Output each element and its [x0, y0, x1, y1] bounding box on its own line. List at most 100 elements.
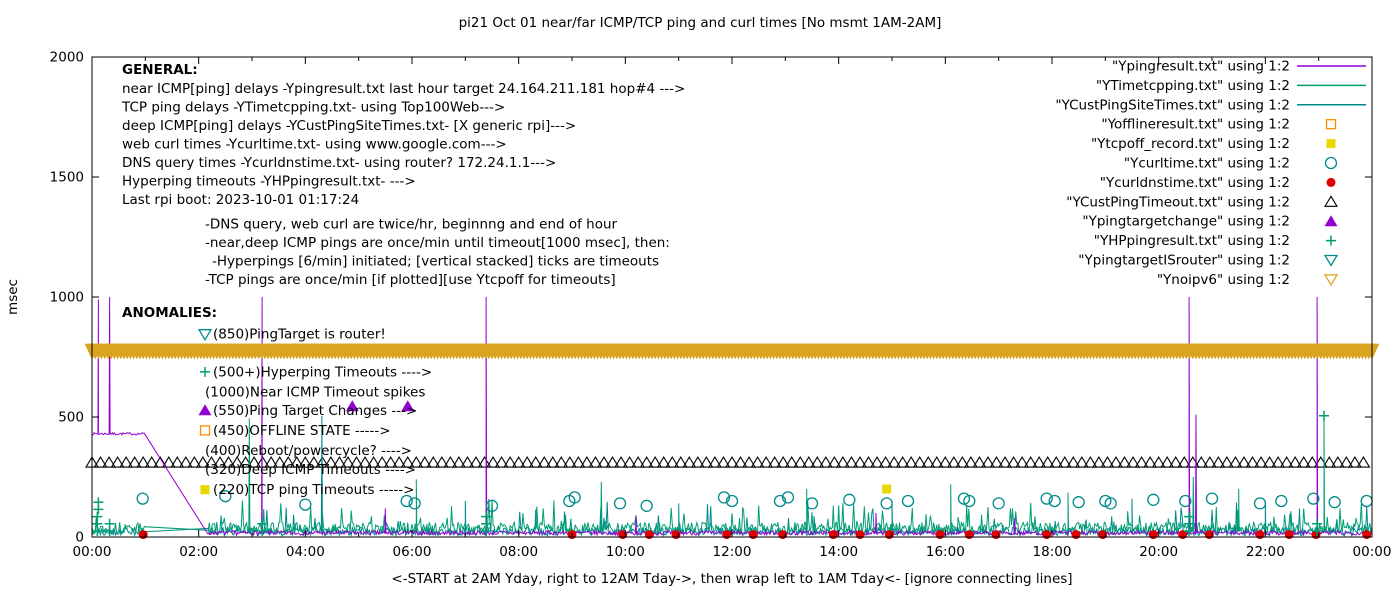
tri-up-open-icon	[409, 456, 424, 468]
tri-up-open-icon	[170, 456, 185, 468]
tri-up-open-icon	[127, 456, 142, 468]
circle-open-icon	[1360, 494, 1373, 508]
tri-up-open-icon	[690, 456, 705, 468]
y-tick-label: 2000	[50, 50, 84, 66]
tri-up-open-icon	[605, 456, 620, 468]
tri-up-open-icon	[1049, 456, 1064, 468]
tri-up-open-icon	[358, 456, 373, 468]
tri-up-open-icon	[119, 456, 134, 468]
general-line: DNS query times -Ycurldnstime.txt- using…	[122, 155, 556, 171]
circle-open-icon	[613, 497, 627, 510]
general-line: deep ICMP[ping] delays -YCustPingSiteTim…	[122, 118, 576, 134]
tri-up-open-icon	[323, 456, 338, 468]
annotation-general: GENERAL: near ICMP[ping] delays -Ypingres…	[121, 62, 685, 288]
tri-up-open-icon	[1066, 456, 1081, 468]
y-tick-label: 500	[58, 410, 84, 426]
general-line: -TCP pings are once/min [if plotted][use…	[205, 272, 616, 288]
circle-open-icon	[1179, 494, 1192, 508]
anomaly-line: (850)PingTarget is router!	[213, 327, 386, 343]
tri-up-open-icon	[835, 456, 850, 468]
circle-filled-icon	[855, 530, 865, 540]
tri-up-open-icon	[870, 456, 885, 468]
tri-up-open-icon	[1015, 456, 1030, 468]
legend: "Ypingresult.txt" using 1:2 "YTimetcpping…	[1055, 59, 1366, 288]
legend-label: "Yofflineresult.txt" using 1:2	[1101, 117, 1290, 133]
tri-up-open-icon	[921, 456, 936, 468]
circle-open-icon	[1040, 492, 1053, 505]
tri-up-open-icon	[793, 456, 808, 468]
square-open-icon	[1325, 119, 1337, 130]
series-ypingtargetchange	[345, 400, 415, 412]
tri-up-open-icon	[1237, 456, 1251, 468]
tri-up-open-icon	[528, 456, 543, 468]
tri-up-open-icon	[136, 456, 151, 468]
tri-up-filled-icon	[198, 404, 212, 416]
tri-up-open-icon	[349, 456, 364, 468]
tri-up-open-icon	[238, 456, 253, 468]
anomaly-line: (500+)Hyperping Timeouts ---->	[213, 364, 432, 380]
legend-label: "Ypingtargetchange" using 1:2	[1082, 214, 1290, 230]
tri-up-open-icon	[1219, 456, 1234, 468]
tri-up-open-icon	[963, 456, 978, 468]
circle-open-icon	[1147, 493, 1160, 506]
tri-up-open-icon	[1151, 456, 1166, 468]
circle-open-icon	[805, 497, 819, 510]
circle-filled-icon	[935, 530, 945, 540]
tri-up-open-icon	[332, 456, 347, 468]
tri-up-open-icon	[562, 456, 577, 468]
circle-filled-icon	[644, 530, 654, 540]
plus-icon	[257, 518, 268, 529]
x-tick-label: 00:00	[1353, 544, 1392, 560]
tri-up-open-icon	[1168, 456, 1183, 468]
anomaly-line: (400)Reboot/powercycle? ---->	[205, 443, 412, 459]
tri-up-open-icon	[221, 456, 236, 468]
square-filled-icon	[200, 485, 210, 495]
x-tick-label: 16:00	[926, 544, 965, 560]
tri-up-open-icon	[929, 456, 944, 468]
plus-icon	[200, 366, 210, 377]
tri-up-open-icon	[1160, 456, 1175, 468]
x-tick-label: 08:00	[499, 544, 538, 560]
circle-open-icon	[963, 494, 976, 508]
legend-item: "Ycurltime.txt" using 1:2	[1124, 156, 1338, 172]
legend-label: "YCustPingTimeout.txt" using 1:2	[1066, 194, 1290, 210]
tri-up-open-icon	[579, 456, 594, 468]
square-filled-icon	[1326, 139, 1336, 149]
tri-up-open-icon	[955, 456, 970, 468]
tri-up-open-icon	[1262, 456, 1277, 468]
tri-up-open-icon	[989, 456, 1004, 468]
legend-item: "Ypingtargetchange" using 1:2	[1082, 214, 1338, 230]
tri-up-open-icon	[895, 456, 910, 468]
x-tick-label: 04:00	[286, 544, 325, 560]
tri-up-open-icon	[289, 456, 304, 468]
legend-item: "YHPpingresult.txt" using 1:2	[1094, 233, 1336, 249]
tri-up-open-icon	[639, 456, 654, 468]
tri-up-open-icon	[366, 456, 381, 468]
legend-item: "YCustPingSiteTimes.txt" using 1:2	[1055, 97, 1366, 113]
circle-open-icon	[1307, 492, 1320, 505]
circle-filled-icon	[1284, 530, 1294, 540]
legend-item: "Ynoipv6" using 1:2	[1157, 272, 1339, 288]
legend-label: "YTimetcpping.txt" using 1:2	[1096, 78, 1290, 94]
tri-up-open-icon	[503, 456, 518, 468]
circle-open-icon	[136, 492, 149, 505]
y-axis-label: msec	[5, 279, 21, 315]
tri-up-open-icon	[622, 456, 637, 468]
tri-up-open-icon	[110, 456, 125, 468]
circle-filled-icon	[828, 530, 838, 540]
tri-up-open-icon	[1245, 456, 1260, 468]
square-filled-icon	[882, 484, 892, 494]
plus-icon	[481, 511, 492, 522]
legend-label: "Ycurldnstime.txt" using 1:2	[1100, 175, 1290, 191]
tri-down-open-icon	[1323, 254, 1339, 267]
tri-up-open-icon	[853, 456, 867, 468]
tri-up-open-icon	[707, 456, 722, 468]
tri-up-open-icon	[614, 456, 629, 468]
circle-open-icon	[1324, 156, 1338, 170]
tri-up-open-icon	[477, 456, 492, 468]
general-line: Last rpi boot: 2023-10-01 01:17:24	[122, 192, 359, 208]
tri-up-open-icon	[187, 456, 202, 468]
circle-open-icon	[773, 494, 787, 508]
tri-up-open-icon	[178, 456, 193, 468]
